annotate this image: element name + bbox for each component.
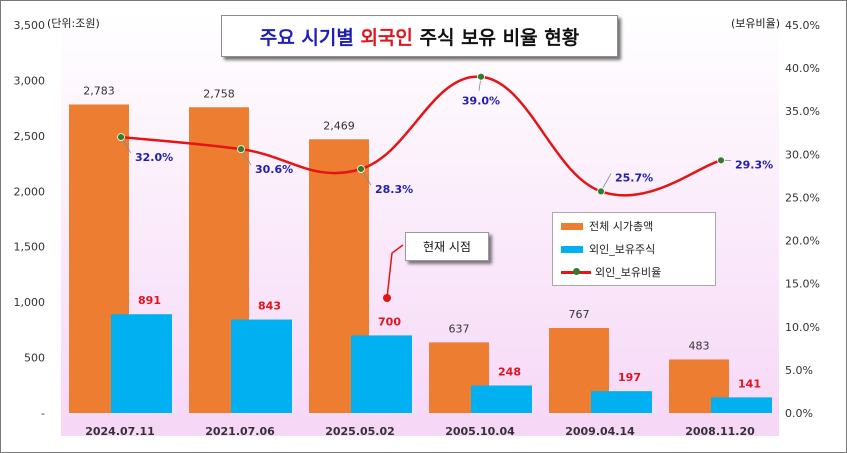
right-tick-4: 20.0%: [785, 235, 820, 248]
ratio-label-0: 32.0%: [135, 151, 173, 164]
foreign-holdings-bars: [111, 314, 772, 413]
right-tick-5: 25.0%: [785, 191, 820, 204]
ratio-point-5: [717, 156, 725, 165]
bar-label-foreign-holdings-3: 248: [498, 366, 521, 379]
x-axis-ticks: 2024.07.11 2021.07.06 2025.05.02 2005.10.04…: [85, 425, 755, 438]
pointer-line: [386, 244, 404, 299]
title-part-1: 주요 시기별: [259, 26, 361, 49]
legend-swatch-foreign-ratio: [561, 267, 591, 275]
legend-item-market-cap: 전체 시가총액: [561, 218, 653, 234]
market-cap-bars: [69, 104, 729, 414]
bar-label-foreign-holdings-0: 891: [138, 294, 161, 307]
left-tick-7: 3,500: [14, 19, 46, 32]
bar-label-foreign-holdings-5: 141: [738, 377, 761, 390]
x-tick-1: 2021.07.06: [205, 425, 275, 438]
chart-title: 주요 시기별 외국인 주식 보유 비율 현황: [221, 15, 618, 57]
legend-swatch-foreign-holdings: [561, 245, 583, 253]
ratio-point-1: [237, 145, 245, 154]
right-tick-0: 0.0%: [785, 407, 813, 420]
left-tick-6: 3,000: [14, 74, 46, 87]
legend-label-foreign-ratio: 외인_보유비율: [595, 266, 662, 279]
bar-foreign-holdings-5: [711, 397, 772, 413]
legend-swatch-market-cap: [561, 222, 583, 230]
bar-label-foreign-holdings-1: 843: [258, 300, 281, 313]
ratio-label-3: 39.0%: [462, 95, 500, 108]
current-point-callout: 현재 시점: [405, 232, 489, 261]
ratio-point-3: [477, 72, 485, 81]
legend-label-market-cap: 전체 시가총액: [589, 220, 654, 233]
right-tick-2: 10.0%: [785, 321, 820, 334]
ratio-label-1: 30.6%: [255, 163, 293, 176]
bar-label-foreign-holdings-4: 197: [618, 371, 641, 384]
bar-foreign-holdings-4: [591, 391, 652, 413]
x-tick-5: 2008.11.20: [685, 425, 755, 438]
left-tick-1: 500: [24, 352, 45, 365]
right-tick-3: 15.0%: [785, 278, 820, 291]
pointer-dot: [383, 294, 391, 302]
left-tick-5: 2,500: [14, 130, 46, 143]
ratio-point-2: [357, 165, 365, 173]
ratio-label-5: 29.3%: [735, 158, 773, 171]
legend-item-foreign-ratio: 외인_보유비율: [561, 264, 661, 280]
legend-item-foreign-holdings: 외인_보유주식: [561, 241, 655, 257]
left-axis-ticks: - 500 1,000 1,500 2,000 2,500 3,000 3,500: [14, 19, 46, 420]
right-tick-9: 45.0%: [785, 19, 820, 32]
foreign-ratio-series: 32.0% 30.6% 28.3% 39.0% 25.7% 29.3%: [117, 72, 773, 197]
left-tick-0: -: [41, 407, 45, 420]
title-part-3: 주식 보유 비율 현황: [412, 26, 580, 49]
right-axis-ticks: 0.0% 5.0% 10.0% 15.0% 20.0% 25.0% 30.0% 35.0% 40…: [785, 19, 820, 420]
ratio-label-4: 25.7%: [615, 171, 653, 184]
bar-label-market-cap-0: 2,783: [83, 84, 115, 97]
right-unit-label: (보유비율): [731, 17, 781, 30]
bar-foreign-holdings-2: [351, 335, 412, 413]
bar-label-market-cap-2: 2,469: [323, 119, 355, 132]
right-tick-6: 30.0%: [785, 148, 820, 161]
right-tick-1: 5.0%: [785, 364, 813, 377]
bar-label-foreign-holdings-2: 700: [378, 315, 401, 328]
bar-foreign-holdings-0: [111, 314, 172, 413]
bar-label-market-cap-3: 637: [449, 322, 470, 335]
x-tick-4: 2009.04.14: [565, 425, 635, 438]
current-point-pointer: [383, 244, 404, 302]
legend: 전체 시가총액 외인_보유주식 외인_보유비율: [552, 212, 716, 286]
left-tick-4: 2,000: [14, 185, 46, 198]
left-unit-label: (단위:조원): [47, 17, 100, 30]
bar-foreign-holdings-1: [231, 319, 292, 413]
left-tick-2: 1,000: [14, 296, 46, 309]
bar-foreign-holdings-3: [471, 385, 532, 413]
right-tick-7: 35.0%: [785, 105, 820, 118]
bar-label-market-cap-1: 2,758: [203, 87, 235, 100]
title-part-2: 외국인: [360, 26, 413, 49]
bar-value-labels: 2,783 891 2,758 843 2,469 700 637 248 767 197 483 1…: [83, 84, 761, 390]
x-tick-2: 2025.05.02: [325, 425, 395, 438]
legend-label-foreign-holdings: 외인_보유주식: [589, 243, 656, 256]
x-tick-3: 2005.10.04: [445, 425, 515, 438]
bar-label-market-cap-4: 767: [569, 308, 590, 321]
right-tick-8: 40.0%: [785, 62, 820, 75]
left-tick-3: 1,500: [14, 241, 46, 254]
bar-label-market-cap-5: 483: [689, 339, 710, 352]
x-tick-0: 2024.07.11: [85, 425, 155, 438]
ratio-point-4: [597, 187, 605, 196]
ratio-point-0: [117, 133, 125, 141]
ratio-label-2: 28.3%: [375, 183, 413, 196]
